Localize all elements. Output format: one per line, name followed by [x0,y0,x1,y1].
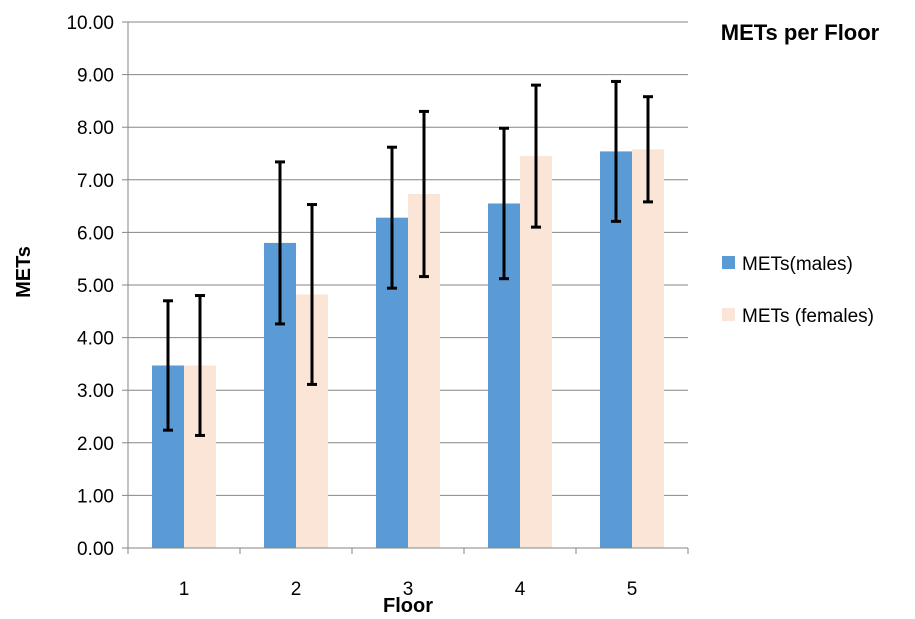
y-tick-label: 8.00 [77,118,114,139]
y-axis-title: METs [13,246,35,298]
error-bar [611,79,621,223]
x-tick-label: 1 [179,579,190,600]
y-tick-label: 0.00 [77,539,114,560]
bar-females [632,149,664,549]
y-tick-label: 10.00 [66,13,114,34]
error-bar [387,145,397,290]
legend: METs(males) METs (females) [722,254,874,327]
error-bar [499,126,509,281]
x-axis-title: Floor [383,595,433,617]
error-bar [163,299,173,432]
error-bar [275,160,285,326]
y-tick-label: 6.00 [77,223,114,244]
x-tick-label: 5 [627,579,638,600]
axes [122,21,689,554]
legend-label-males: METs(males) [742,254,853,275]
x-tick-label: 2 [291,579,302,600]
y-tick-label: 2.00 [77,434,114,455]
error-bar [643,95,653,204]
error-bar [531,83,541,229]
error-bars [163,79,653,437]
y-tick-labels: 0.00 1.00 2.00 3.00 4.00 5.00 6.00 7.00 8.00 9.00… [66,13,114,560]
bars [152,149,664,549]
y-tick-label: 1.00 [77,486,114,507]
x-tick-label: 3 [403,579,414,600]
error-bar [307,203,317,386]
x-tick-labels: 1 2 3 4 5 [179,579,638,600]
error-bar [419,109,429,279]
y-tick-label: 9.00 [77,66,114,87]
y-tick-label: 7.00 [77,171,114,192]
y-tick-label: 4.00 [77,329,114,350]
y-tick-label: 3.00 [77,381,114,402]
legend-swatch-females [722,308,735,321]
legend-swatch-males [722,256,735,269]
legend-label-females: METs (females) [742,306,874,327]
y-tick-label: 5.00 [77,276,114,297]
x-tick-label: 4 [515,579,526,600]
error-bar [195,294,205,437]
chart-title: METs per Floor [721,20,880,45]
